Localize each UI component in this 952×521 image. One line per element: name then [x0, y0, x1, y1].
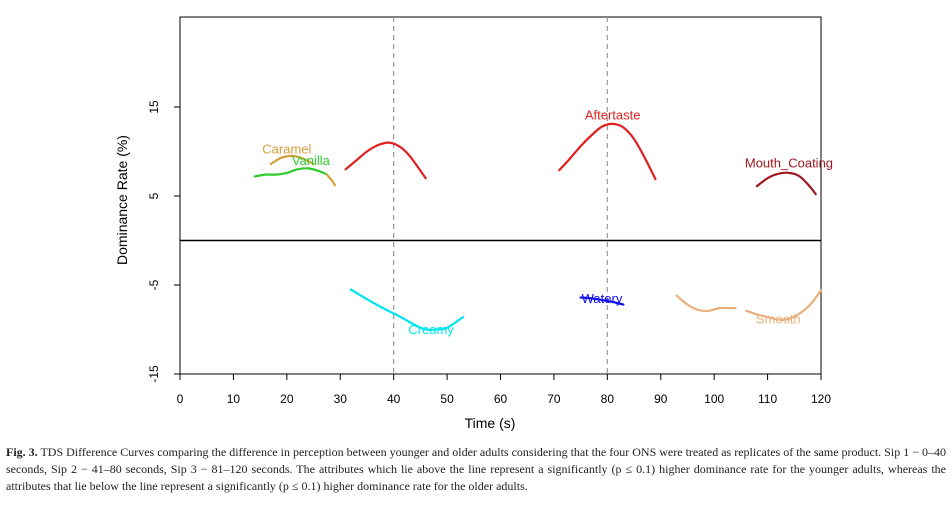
series-line-aftertaste-sip-1 — [344, 141, 427, 180]
x-tick-label-10: 10 — [227, 392, 241, 406]
x-axis-title: Time (s) — [465, 415, 516, 431]
series-line-caramel — [269, 154, 315, 166]
series-line-vanilla-tail — [325, 173, 336, 187]
x-tick-label-60: 60 — [494, 392, 508, 406]
y-tick-label--5: -5 — [147, 279, 161, 290]
series-label-mouth-coating: Mouth_Coating — [745, 156, 833, 171]
x-tick-label-70: 70 — [547, 392, 561, 406]
series-line-creamy — [349, 288, 465, 331]
series-label-vanilla: Vanilla — [292, 153, 331, 168]
x-axis: 0 10 20 30 40 50 60 70 80 90 100 110 120 — [177, 373, 831, 406]
figure-label: Fig. 3. — [6, 445, 38, 459]
x-tick-label-80: 80 — [601, 392, 615, 406]
series-label-aftertaste: Aftertaste — [585, 107, 641, 122]
series-line-smooth-sip-3a — [675, 294, 737, 313]
x-tick-label-40: 40 — [387, 392, 401, 406]
y-axis-title: Dominance Rate (%) — [114, 135, 130, 265]
series-label-creamy: Creamy — [408, 322, 454, 337]
x-tick-label-110: 110 — [758, 392, 777, 406]
series-line-watery — [579, 296, 625, 306]
sip-divider-lines — [393, 17, 608, 374]
series-line-aftertaste — [558, 122, 657, 181]
tds-difference-chart: 0 10 20 30 40 50 60 70 80 90 100 110 120 -15 -5 5 15 Ca… — [114, 16, 833, 431]
x-tick-label-90: 90 — [654, 392, 668, 406]
y-tick-label--15: -15 — [147, 365, 161, 383]
plot-frame — [179, 16, 822, 375]
x-tick-label-50: 50 — [440, 392, 454, 406]
y-tick-label-5: 5 — [147, 192, 161, 199]
y-axis: -15 -5 5 15 — [147, 100, 181, 383]
figure-caption: Fig. 3. TDS Difference Curves comparing … — [6, 444, 946, 495]
x-tick-label-0: 0 — [177, 392, 184, 406]
y-tick-label-15: 15 — [147, 100, 161, 114]
series-label-caramel: Caramel — [262, 141, 311, 156]
series-line-smooth — [745, 289, 823, 321]
series-label-watery: Watery — [582, 291, 623, 306]
x-tick-label-20: 20 — [280, 392, 294, 406]
x-tick-label-30: 30 — [334, 392, 348, 406]
series-lines — [253, 122, 823, 331]
caption-text: TDS Difference Curves comparing the diff… — [6, 445, 946, 493]
x-tick-label-120: 120 — [811, 392, 831, 406]
series-line-mouth-coating — [755, 171, 817, 196]
series-label-smooth: Smooth — [756, 311, 801, 326]
x-tick-label-100: 100 — [704, 392, 724, 406]
series-line-vanilla — [253, 167, 328, 178]
